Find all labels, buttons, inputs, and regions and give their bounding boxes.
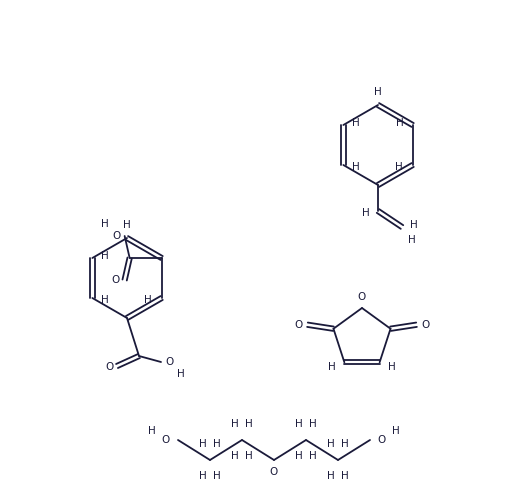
Text: H: H <box>148 426 156 436</box>
Text: H: H <box>395 162 402 172</box>
Text: H: H <box>327 439 335 449</box>
Text: H: H <box>408 235 416 245</box>
Text: H: H <box>199 471 207 481</box>
Text: H: H <box>102 251 109 261</box>
Text: H: H <box>213 439 221 449</box>
Text: H: H <box>102 295 109 305</box>
Text: H: H <box>341 439 349 449</box>
Text: O: O <box>162 435 170 445</box>
Text: H: H <box>245 451 253 461</box>
Text: H: H <box>295 451 303 461</box>
Text: O: O <box>105 362 113 372</box>
Text: H: H <box>101 219 109 229</box>
Text: O: O <box>113 231 121 241</box>
Text: H: H <box>123 220 131 230</box>
Text: H: H <box>410 220 418 230</box>
Text: O: O <box>421 320 430 330</box>
Text: H: H <box>177 369 185 379</box>
Text: O: O <box>378 435 386 445</box>
Text: H: H <box>309 451 317 461</box>
Text: O: O <box>270 467 278 477</box>
Text: H: H <box>396 118 403 128</box>
Text: H: H <box>392 426 400 436</box>
Text: O: O <box>294 320 302 330</box>
Text: H: H <box>213 471 221 481</box>
Text: H: H <box>327 471 335 481</box>
Text: H: H <box>352 162 360 172</box>
Text: H: H <box>245 419 253 429</box>
Text: H: H <box>144 295 152 305</box>
Text: H: H <box>388 362 395 372</box>
Text: H: H <box>341 471 349 481</box>
Text: H: H <box>374 87 382 97</box>
Text: H: H <box>199 439 207 449</box>
Text: H: H <box>352 118 360 128</box>
Text: H: H <box>231 419 239 429</box>
Text: O: O <box>165 357 173 367</box>
Text: H: H <box>295 419 303 429</box>
Text: H: H <box>309 419 317 429</box>
Text: H: H <box>328 362 336 372</box>
Text: H: H <box>362 208 370 218</box>
Text: O: O <box>112 275 120 285</box>
Text: O: O <box>358 292 366 302</box>
Text: H: H <box>231 451 239 461</box>
